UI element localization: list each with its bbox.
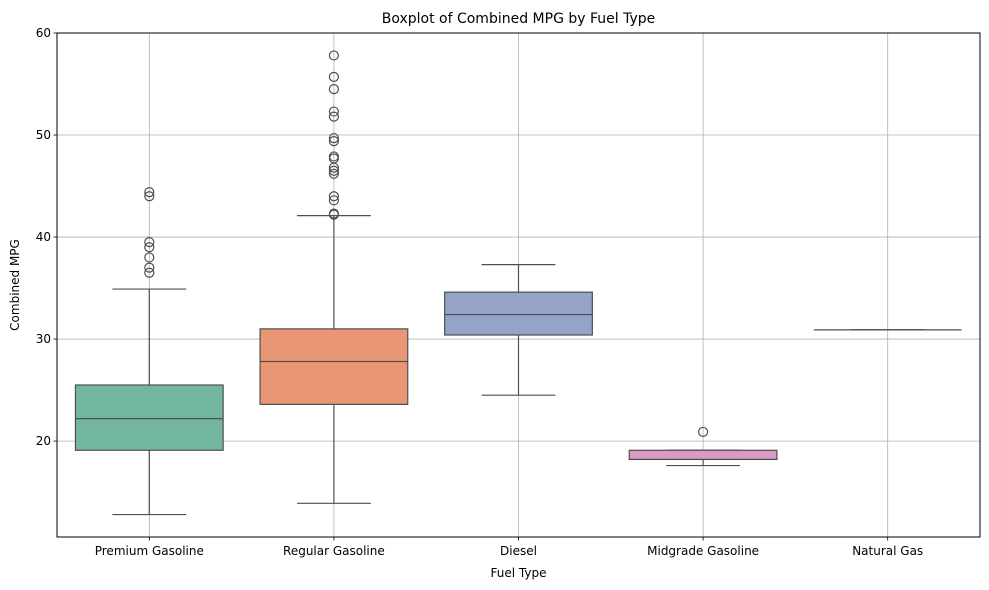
outlier-point	[328, 151, 339, 162]
y-tick-label: 30	[36, 332, 51, 346]
outlier-point	[144, 191, 155, 202]
box-group-regular-gasoline	[259, 50, 409, 504]
ticks-layer: 20 30 40 50 60 Premium Gasoline Regular Gasoli…	[36, 26, 923, 558]
outlier-point	[144, 267, 155, 278]
iqr-box	[628, 449, 778, 461]
y-tick-label: 50	[36, 128, 51, 142]
boxes-layer	[74, 50, 962, 516]
outlier-point	[328, 111, 339, 122]
chart-title: Boxplot of Combined MPG by Fuel Type	[382, 11, 656, 27]
outlier-point	[328, 84, 339, 95]
y-tick-label: 20	[36, 434, 51, 448]
outlier-point	[144, 237, 155, 248]
x-tick-label: Premium Gasoline	[95, 544, 204, 558]
iqr-box	[444, 291, 593, 336]
outlier-point	[328, 106, 339, 117]
outlier-point	[328, 132, 339, 144]
x-tick-label: Natural Gas	[852, 544, 923, 558]
x-tick-label: Midgrade Gasoline	[647, 544, 759, 558]
outlier-point	[144, 252, 155, 263]
outlier-point	[144, 187, 155, 198]
box-group-midgrade-gasoline	[628, 426, 778, 467]
y-tick-label: 40	[36, 230, 51, 244]
outlier-point	[328, 208, 339, 219]
outlier-point	[328, 165, 339, 176]
outlier-point	[328, 50, 339, 61]
outlier-point	[328, 168, 339, 179]
x-axis-label: Fuel Type	[491, 566, 547, 580]
y-tick-label: 60	[36, 26, 51, 40]
outlier-point	[328, 195, 339, 206]
x-tick-label: Diesel	[500, 544, 537, 558]
x-tick-label: Regular Gasoline	[283, 544, 385, 558]
outlier-point	[328, 136, 339, 147]
iqr-box	[74, 384, 224, 451]
outlier-point	[144, 242, 155, 253]
box-group-premium-gasoline	[74, 187, 224, 516]
outlier-point	[328, 191, 339, 202]
y-axis-label: Combined MPG	[8, 239, 22, 331]
outlier-point	[144, 262, 155, 273]
iqr-box	[259, 328, 409, 405]
outlier-point	[328, 71, 339, 82]
box-group-diesel	[444, 263, 593, 396]
outlier-point	[697, 426, 709, 438]
